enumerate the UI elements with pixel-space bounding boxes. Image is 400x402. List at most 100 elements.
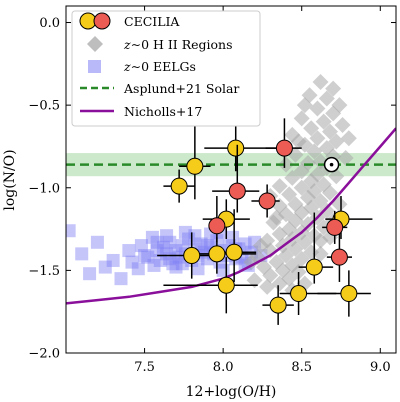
cecilia-yellow-point-9 <box>290 285 308 303</box>
hii-point-85 <box>331 196 348 213</box>
solar-band <box>66 153 396 177</box>
y-tick-label-0: 0.0 <box>39 16 60 31</box>
legend-cecilia-red-marker <box>93 12 111 30</box>
hii-point-1 <box>325 80 342 97</box>
legend-box <box>71 10 261 127</box>
hii-point-79 <box>290 133 307 150</box>
x-tick-label-0: 7.5 <box>134 360 155 375</box>
hii-point-83 <box>268 209 285 226</box>
eelg-point-60 <box>106 253 120 267</box>
legend-hii-marker <box>87 36 103 52</box>
eelg-point-2 <box>83 267 97 281</box>
x-tick-label-2: 8.5 <box>291 360 312 375</box>
hii-point-0 <box>312 74 329 91</box>
eelg-point-17 <box>175 239 189 253</box>
hii-point-34 <box>281 186 298 203</box>
hii-point-30 <box>271 178 288 195</box>
hii-point-8 <box>315 113 332 130</box>
hii-point-77 <box>252 237 269 254</box>
hii-point-36 <box>312 192 329 209</box>
cecilia-red-point-0 <box>275 139 293 157</box>
eelg-point-48 <box>138 249 152 263</box>
solar-symbol-dot <box>329 162 334 167</box>
cecilia-red-point-2 <box>208 217 226 235</box>
legend-eelg-marker <box>88 60 101 73</box>
eelg-point-41 <box>147 258 161 272</box>
hii-point-50 <box>271 226 288 243</box>
cecilia-yellow-point-12 <box>340 285 358 303</box>
hii-point-11 <box>322 123 338 140</box>
y-tick-label-4: −2.0 <box>28 347 60 362</box>
hii-point-80 <box>337 150 354 167</box>
hii-point-17 <box>306 143 323 160</box>
legend-label-solar: Asplund+21 Solar <box>123 81 239 96</box>
eelg-point-1 <box>75 247 89 261</box>
x-tick-label-1: 8.0 <box>213 360 234 375</box>
eelg-point-11 <box>156 240 170 254</box>
hii-point-75 <box>312 245 329 262</box>
legend-label-eelg-z: z <box>123 59 131 74</box>
legend-label-hii-z: z <box>123 37 131 52</box>
eelg-point-4 <box>114 272 128 286</box>
eelg-point-10 <box>153 253 167 267</box>
cecilia-yellow-point-2 <box>227 139 245 157</box>
nicholls-line <box>66 127 396 305</box>
hii-point-82 <box>296 97 313 114</box>
hii-point-61 <box>293 250 310 267</box>
y-tick-label-2: −1.0 <box>28 181 60 196</box>
x-axis-label: 12+log(O/H) <box>186 384 277 400</box>
x-tick-label-3: 9.0 <box>370 360 391 375</box>
eelg-point-8 <box>145 230 159 244</box>
legend-label-eelg: z∼0 EELGs <box>123 59 196 74</box>
hii-point-27 <box>284 169 301 186</box>
cecilia-red-point-5 <box>330 248 348 266</box>
hii-point-5 <box>309 100 326 117</box>
eelg-point-23 <box>194 237 208 251</box>
eelg-point-57 <box>131 262 145 276</box>
eelg-point-45 <box>191 262 205 276</box>
hii-point-70 <box>271 275 288 292</box>
hii-point-40 <box>318 202 335 219</box>
eelg-point-5 <box>125 255 139 269</box>
legend-label-hii-rest: ∼0 H II Regions <box>131 37 233 52</box>
eelg-point-33 <box>226 230 240 244</box>
cecilia-yellow-point-8 <box>269 296 287 314</box>
hii-point-58 <box>303 244 320 261</box>
cecilia-yellow-point-10 <box>305 258 323 276</box>
hii-point-13 <box>309 130 326 147</box>
eelg-point-0 <box>66 224 76 238</box>
hii-point-10 <box>303 120 320 137</box>
legend-label-cecilia: CECILIA <box>124 14 180 29</box>
hii-point-81 <box>340 130 357 147</box>
plot-frame <box>65 5 397 354</box>
eelg-point-52 <box>188 229 202 243</box>
eelg-point-13 <box>163 235 177 249</box>
hii-point-69 <box>246 272 263 289</box>
hii-point-72 <box>259 278 276 295</box>
hii-point-3 <box>318 90 335 107</box>
hii-point-87 <box>312 232 329 249</box>
legend-label-nicholls: Nicholls+17 <box>124 104 202 119</box>
hii-point-24 <box>293 163 310 180</box>
eelg-point-3 <box>98 260 112 274</box>
hii-point-7 <box>293 110 310 127</box>
eelg-point-15 <box>169 244 183 258</box>
cecilia-yellow-point-4 <box>183 247 201 265</box>
eelg-point-47 <box>216 263 230 277</box>
eelg-point-61 <box>90 235 104 249</box>
cecilia-red-point-3 <box>258 192 276 210</box>
eelg-point-9 <box>150 244 164 258</box>
eelg-point-44 <box>178 225 192 239</box>
hii-point-54 <box>296 234 313 251</box>
hii-point-59 <box>278 247 294 264</box>
eelg-point-7 <box>141 250 155 264</box>
hii-point-22 <box>278 156 294 173</box>
legend-label-hii: z∼0 H II Regions <box>123 37 233 52</box>
eelg-point-58 <box>122 244 136 258</box>
cecilia-yellow-point-7 <box>217 276 235 294</box>
cecilia-yellow-point-5 <box>208 245 226 263</box>
eelg-point-43 <box>169 260 183 274</box>
cecilia-yellow-point-6 <box>225 243 243 261</box>
eelg-point-49 <box>150 235 164 249</box>
